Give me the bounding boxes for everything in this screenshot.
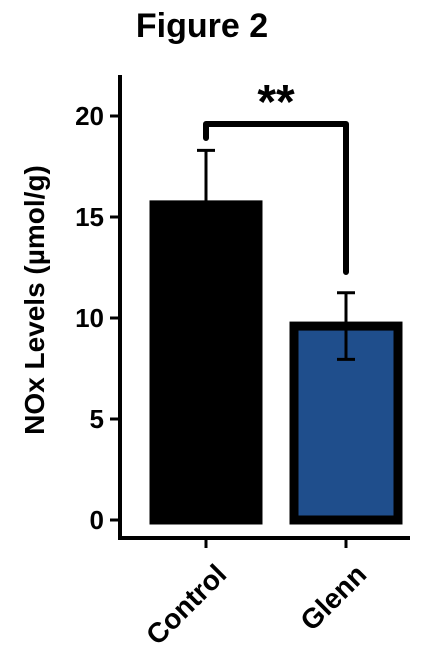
chart-title: Figure 2 (136, 7, 268, 45)
x-tick-label-glenn: Glenn (294, 558, 372, 636)
y-tick-label: 20 (75, 101, 104, 131)
y-tick-label: 10 (75, 303, 104, 333)
y-axis-label: NOx Levels (µmol/g) (19, 165, 50, 435)
y-tick-label: 5 (90, 404, 104, 434)
significance-label: ** (257, 76, 295, 129)
y-tick-label: 0 (90, 505, 104, 535)
significance-bracket (203, 121, 349, 275)
plot-area: 0 5 10 15 20 Control Glenn ** (75, 75, 410, 651)
x-tick-label-control: Control (140, 558, 232, 650)
y-tick-label: 15 (75, 202, 104, 232)
